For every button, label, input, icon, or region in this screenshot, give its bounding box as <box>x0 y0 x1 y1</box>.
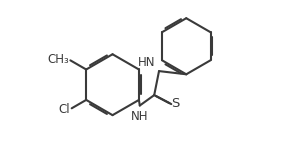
Text: NH: NH <box>131 110 148 123</box>
Text: CH₃: CH₃ <box>47 53 69 66</box>
Text: Cl: Cl <box>59 103 70 116</box>
Text: HN: HN <box>138 57 156 69</box>
Text: S: S <box>171 97 180 110</box>
